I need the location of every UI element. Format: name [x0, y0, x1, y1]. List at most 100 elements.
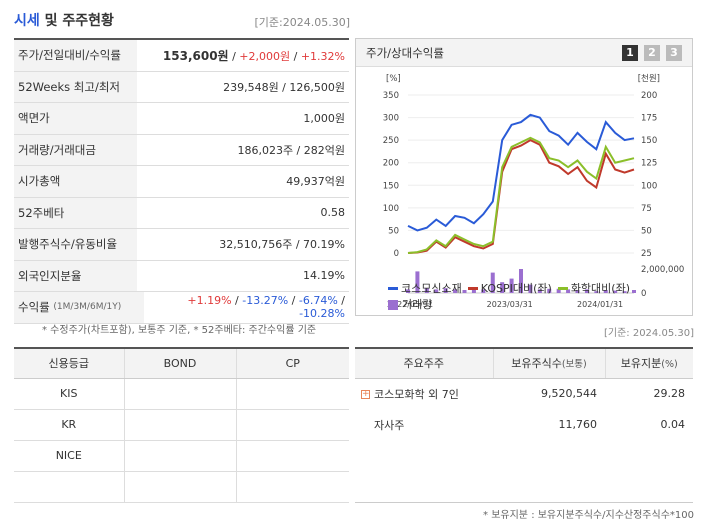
price-value: 153,600원	[162, 48, 229, 63]
legend-label: 거래량	[402, 297, 433, 311]
legend-line-icon	[557, 287, 568, 290]
legend-item: KOSPI대비(좌)	[467, 281, 552, 297]
summary-row-mktcap: 시가총액 49,937억원	[14, 166, 349, 198]
credit-agency: KIS	[14, 378, 124, 410]
credit-agency	[14, 471, 124, 503]
summary-row-price: 주가/전일대비/수익률 153,600원 / +2,000원 / +1.32%	[14, 40, 349, 72]
holder-name-link[interactable]: 코스모화학 외 7인	[374, 387, 459, 401]
volume-bar	[556, 288, 561, 293]
row-value: 1,000원	[303, 112, 345, 126]
credit-agency: KR	[14, 409, 124, 441]
volume-bar	[584, 289, 589, 293]
volume-tick-label: 2,000,000	[641, 265, 684, 275]
credit-rating-table: 신용등급 BOND CP KIS KR NICE	[14, 347, 349, 503]
volume-bar	[490, 272, 495, 293]
table-row	[14, 471, 349, 503]
chart-legend: 코스모신소재 KOSPI대비(좌) 화학대비(좌) 거래량	[388, 279, 688, 315]
left-axis-unit: [%]	[386, 74, 401, 84]
footnote-left: * 수정주가(차트포함), 보통주 기준, * 52주베타: 주간수익률 기준	[42, 325, 317, 336]
legend-label: 화학대비(좌)	[570, 281, 630, 295]
chart-tabs: 1 2 3	[622, 44, 682, 61]
volume-bar	[575, 290, 580, 293]
right-tick-label: 150	[641, 136, 657, 146]
left-tick-label: 350	[383, 91, 399, 101]
section-title: 시세 및 주주현황	[14, 10, 114, 30]
left-tick-label: 150	[383, 181, 399, 191]
series-line	[407, 136, 635, 254]
left-tick-label: 100	[383, 204, 399, 214]
row-label: 거래량/거래대금	[14, 134, 137, 165]
x-tick-label: 2024/01/31	[577, 300, 623, 309]
legend-item: 화학대비(좌)	[557, 281, 630, 297]
volume-bar	[453, 289, 458, 293]
credit-agency: NICE	[14, 440, 124, 472]
row-label: 액면가	[14, 103, 137, 134]
table-row: KR	[14, 409, 349, 441]
credit-header: 신용등급	[14, 347, 124, 379]
left-tick-label: 50	[388, 226, 399, 236]
series-line	[407, 138, 635, 254]
volume-bar	[537, 289, 542, 293]
volume-bar	[566, 289, 571, 293]
table-row: KIS	[14, 378, 349, 410]
volume-bar	[613, 290, 618, 293]
summary-row-52week: 52Weeks 최고/최저 239,548원 / 126,500원	[14, 71, 349, 103]
chart-title: 주가/상대수익률	[366, 45, 444, 60]
left-tick-label: 300	[383, 114, 399, 124]
chart-tab-1[interactable]: 1	[622, 44, 638, 61]
series-line	[407, 113, 635, 232]
table-row: + 코스모화학 외 7인 9,520,544 29.28	[355, 378, 693, 409]
holder-pct: 29.28	[653, 387, 686, 401]
summary-row-return: 수익률 (1M/3M/6M/1Y) +1.19% / -13.27% / -6.…	[14, 292, 349, 324]
separator: /	[235, 294, 243, 308]
right-tick-label: 200	[641, 91, 657, 101]
volume-bar	[632, 290, 636, 293]
holders-header-sub: (%)	[661, 359, 678, 371]
legend-box-icon	[388, 299, 398, 310]
expand-icon[interactable]: +	[361, 389, 370, 400]
right-axis-unit: [천원]	[638, 73, 660, 84]
asof-date-top: [기준:2024.05.30]	[254, 16, 350, 29]
footnote-right: * 보유지분 : 보유지분주식수/지수산정주식수*100	[483, 510, 694, 521]
legend-label: 코스모신소재	[401, 281, 462, 295]
return-periods: (1M/3M/6M/1Y)	[53, 302, 122, 313]
asof-date-mid: [기준: 2024.05.30]	[603, 328, 694, 339]
separator: /	[228, 49, 240, 63]
row-value: 153,600원 / +2,000원 / +1.32%	[137, 47, 349, 64]
market-summary-table: 주가/전일대비/수익률 153,600원 / +2,000원 / +1.32% …	[14, 38, 349, 324]
x-tick-label: 2023/03/31	[487, 300, 533, 309]
credit-header: CP	[235, 347, 349, 379]
credit-cell	[235, 471, 349, 503]
row-label: 시가총액	[14, 166, 137, 197]
chart-tab-2[interactable]: 2	[644, 44, 660, 61]
separator: /	[290, 49, 301, 63]
holder-shares: 9,520,544	[541, 387, 597, 401]
row-value: 49,937억원	[286, 175, 345, 189]
left-tick-label: 200	[383, 159, 399, 169]
return-1y: -10.28%	[299, 307, 345, 321]
row-value: 32,510,756주 / 70.19%	[219, 238, 345, 252]
row-label: 외국인지분율	[14, 260, 137, 291]
chart-tab-3[interactable]: 3	[666, 44, 682, 61]
holders-header-label: 보유주식수	[511, 357, 562, 371]
volume-bar	[434, 289, 439, 293]
holder-name: + 코스모화학 외 7인	[355, 378, 493, 409]
holder-shares: 11,760	[558, 418, 598, 431]
rate-value: +1.32%	[300, 49, 345, 63]
chart-panel: 주가/상대수익률 1 2 3 [%] [천원] 350 300 250 200 150 100…	[355, 38, 693, 316]
price-chart: [%] [천원]350300250200150100500200175150125…	[383, 73, 685, 309]
right-tick-label: 25	[641, 249, 652, 259]
holder-name: 자사주	[374, 418, 405, 432]
left-tick-label: 250	[383, 136, 399, 146]
change-value: +2,000원	[239, 49, 291, 63]
volume-bar	[594, 291, 599, 293]
summary-row-shares: 발행주식수/유동비율 32,510,756주 / 70.19%	[14, 229, 349, 261]
row-label: 발행주식수/유동비율	[14, 229, 137, 260]
return-6m: -6.74%	[298, 294, 338, 308]
volume-bar	[481, 289, 486, 293]
volume-bar	[415, 271, 420, 293]
holder-pct: 0.04	[660, 418, 686, 431]
right-tick-label: 50	[641, 226, 652, 236]
table-row: 자사주 11,760 0.04	[355, 409, 693, 440]
legend-item: 코스모신소재	[388, 281, 462, 297]
